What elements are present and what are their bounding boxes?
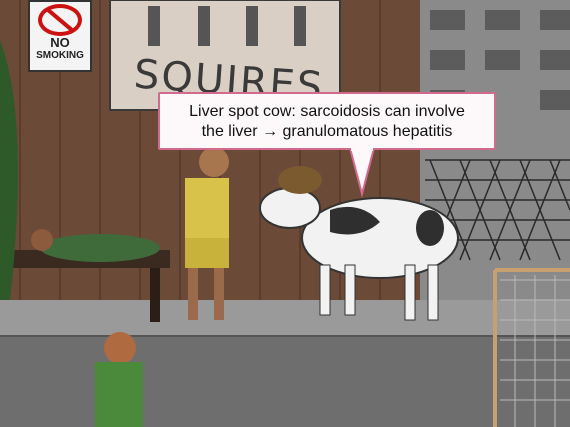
- callout-line-2: the liver → granulomatous hepatitis: [201, 123, 453, 140]
- callout-line-1: Liver spot cow: sarcoidosis can involve: [189, 103, 465, 120]
- callout-pointer: [348, 148, 376, 198]
- sign-line-1: NO: [50, 35, 70, 50]
- no-smoking-icon: [38, 4, 82, 36]
- sign-line-2: SMOKING: [36, 50, 84, 61]
- hint-callout: Liver spot cow: sarcoidosis can involve …: [158, 92, 496, 150]
- no-smoking-sign: NO SMOKING: [28, 0, 92, 72]
